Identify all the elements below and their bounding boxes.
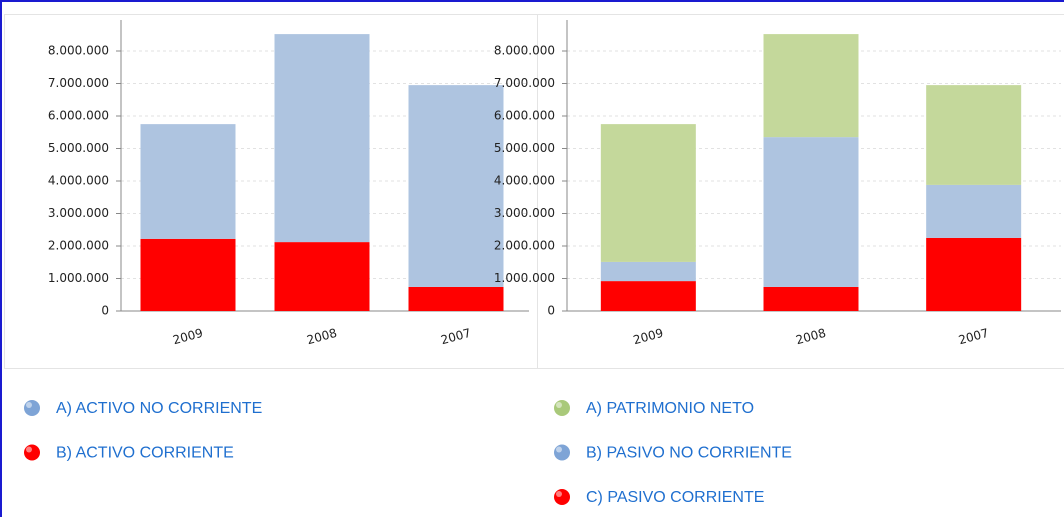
legend-swatch bbox=[24, 444, 40, 461]
legend-swatch bbox=[554, 400, 570, 416]
y-tick-label: 8.000.000 bbox=[48, 44, 109, 58]
y-tick-label: 3.000.000 bbox=[494, 206, 555, 220]
legend-swatch bbox=[554, 489, 570, 505]
bar-segment bbox=[926, 85, 1022, 185]
bar-segment bbox=[274, 242, 370, 311]
legend-label: A) ACTIVO NO CORRIENTE bbox=[56, 400, 262, 417]
bar-segment bbox=[408, 286, 504, 311]
bar-segment bbox=[274, 34, 370, 243]
bar-segment bbox=[763, 34, 859, 138]
legend-highlight bbox=[26, 446, 32, 453]
bar-segment bbox=[140, 238, 236, 311]
legend-swatch bbox=[24, 400, 40, 416]
y-tick-label: 0 bbox=[101, 304, 109, 318]
bar-segment bbox=[600, 261, 696, 282]
y-tick-label: 6.000.000 bbox=[494, 109, 555, 123]
bar-segment bbox=[763, 286, 859, 311]
bar-segment bbox=[140, 124, 236, 239]
y-tick-label: 6.000.000 bbox=[48, 109, 109, 123]
bar-segment bbox=[600, 124, 696, 262]
legend-label: A) PATRIMONIO NETO bbox=[586, 400, 754, 417]
y-tick-label: 1.000.000 bbox=[494, 271, 555, 285]
y-tick-label: 1.000.000 bbox=[48, 271, 109, 285]
y-tick-label: 0 bbox=[547, 304, 555, 318]
y-tick-label: 3.000.000 bbox=[48, 206, 109, 220]
legend-label: B) ACTIVO CORRIENTE bbox=[56, 445, 234, 462]
y-tick-label: 2.000.000 bbox=[48, 239, 109, 253]
legend-highlight bbox=[26, 402, 32, 408]
y-tick-label: 4.000.000 bbox=[48, 174, 109, 188]
bar-segment bbox=[763, 137, 859, 287]
bar-segment bbox=[408, 85, 504, 287]
y-tick-label: 4.000.000 bbox=[494, 174, 555, 188]
y-tick-label: 7.000.000 bbox=[494, 76, 555, 90]
y-tick-label: 2.000.000 bbox=[494, 239, 555, 253]
y-tick-label: 7.000.000 bbox=[48, 76, 109, 90]
y-tick-label: 5.000.000 bbox=[48, 141, 109, 155]
bar-segment bbox=[600, 281, 696, 311]
legend-highlight bbox=[556, 446, 562, 453]
legend-swatch bbox=[554, 444, 570, 461]
y-tick-label: 5.000.000 bbox=[494, 141, 555, 155]
panel bbox=[537, 14, 1064, 369]
legend-label: B) PASIVO NO CORRIENTE bbox=[586, 445, 792, 462]
legend-highlight bbox=[556, 491, 562, 497]
legend-label: C) PASIVO CORRIENTE bbox=[586, 489, 764, 506]
bar-segment bbox=[926, 237, 1022, 311]
bar-segment bbox=[926, 184, 1022, 238]
legend-highlight bbox=[556, 402, 562, 408]
y-tick-label: 8.000.000 bbox=[494, 44, 555, 58]
